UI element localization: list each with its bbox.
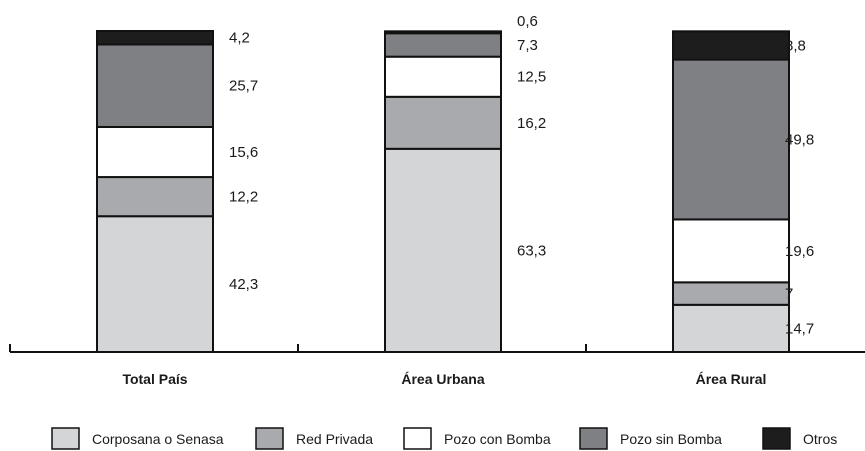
bar-area-rural-red-privada xyxy=(672,281,790,306)
bar-area-urbana-pozo-sin-bomba xyxy=(384,32,502,58)
legend-label-pozo-con-bomba: Pozo con Bomba xyxy=(444,431,551,447)
value-label-total-pais-red-privada: 12,2 xyxy=(229,189,258,206)
legend-swatch-pozo-con-bomba xyxy=(403,427,432,450)
value-label-total-pais-corposana-o-senasa: 42,3 xyxy=(229,276,258,293)
value-label-total-pais-pozo-con-bomba: 15,6 xyxy=(229,144,258,161)
bar-area-urbana-red-privada xyxy=(384,95,502,150)
bar-total-pais-pozo-sin-bomba xyxy=(96,43,214,128)
data-labels-layer: 42,3 12,2 15,6 25,7 4,2 63,3 16,2 12,5 7,3 0,6 14,… xyxy=(229,13,814,337)
legend-swatch-corposana-o-senasa xyxy=(51,427,80,450)
bar-total-pais-otros xyxy=(96,30,214,46)
legend-label-red-privada: Red Privada xyxy=(296,431,373,447)
value-label-area-rural-corposana-o-senasa: 14,7 xyxy=(785,320,814,337)
bar-area-rural-pozo-sin-bomba xyxy=(672,58,790,221)
legend-swatch-otros xyxy=(762,427,791,450)
value-label-area-rural-red-privada: 7 xyxy=(785,286,793,303)
legend-label-corposana-o-senasa: Corposana o Senasa xyxy=(92,431,224,447)
value-label-area-urbana-red-privada: 16,2 xyxy=(517,115,546,132)
category-label-area-urbana: Área Urbana xyxy=(401,371,484,387)
category-label-area-rural: Área Rural xyxy=(696,371,767,387)
bars-layer xyxy=(96,30,790,353)
bar-area-rural-otros xyxy=(672,30,790,61)
value-label-total-pais-pozo-sin-bomba: 25,7 xyxy=(229,78,258,95)
value-label-area-urbana-pozo-con-bomba: 12,5 xyxy=(517,69,546,86)
bar-area-rural-pozo-con-bomba xyxy=(672,218,790,284)
bar-total-pais-corposana-o-senasa xyxy=(96,215,214,353)
legend: Corposana o Senasa Red Privada Pozo con Bo… xyxy=(51,427,837,450)
bar-area-rural-corposana-o-senasa xyxy=(672,303,790,353)
legend-swatch-pozo-sin-bomba xyxy=(579,427,608,450)
x-axis: Total País Área Urbana Área Rural xyxy=(9,344,865,387)
category-label-total-pais: Total País xyxy=(122,371,187,387)
legend-label-otros: Otros xyxy=(803,431,837,447)
legend-label-pozo-sin-bomba: Pozo sin Bomba xyxy=(620,431,722,447)
bar-area-urbana-corposana-o-senasa xyxy=(384,147,502,353)
value-label-total-pais-otros: 4,2 xyxy=(229,30,250,47)
bar-total-pais-red-privada xyxy=(96,176,214,218)
value-label-area-urbana-otros: 0,6 xyxy=(517,13,538,30)
legend-swatch-red-privada xyxy=(255,427,284,450)
value-label-area-rural-otros: 8,8 xyxy=(785,37,806,54)
value-label-area-urbana-pozo-sin-bomba: 7,3 xyxy=(517,37,538,54)
value-label-area-urbana-corposana-o-senasa: 63,3 xyxy=(517,242,546,259)
value-label-area-rural-pozo-sin-bomba: 49,8 xyxy=(785,131,814,148)
value-label-area-rural-pozo-con-bomba: 19,6 xyxy=(785,243,814,260)
bar-area-urbana-pozo-con-bomba xyxy=(384,55,502,98)
bar-total-pais-pozo-con-bomba xyxy=(96,125,214,179)
bar-area-urbana-otros xyxy=(384,30,502,35)
